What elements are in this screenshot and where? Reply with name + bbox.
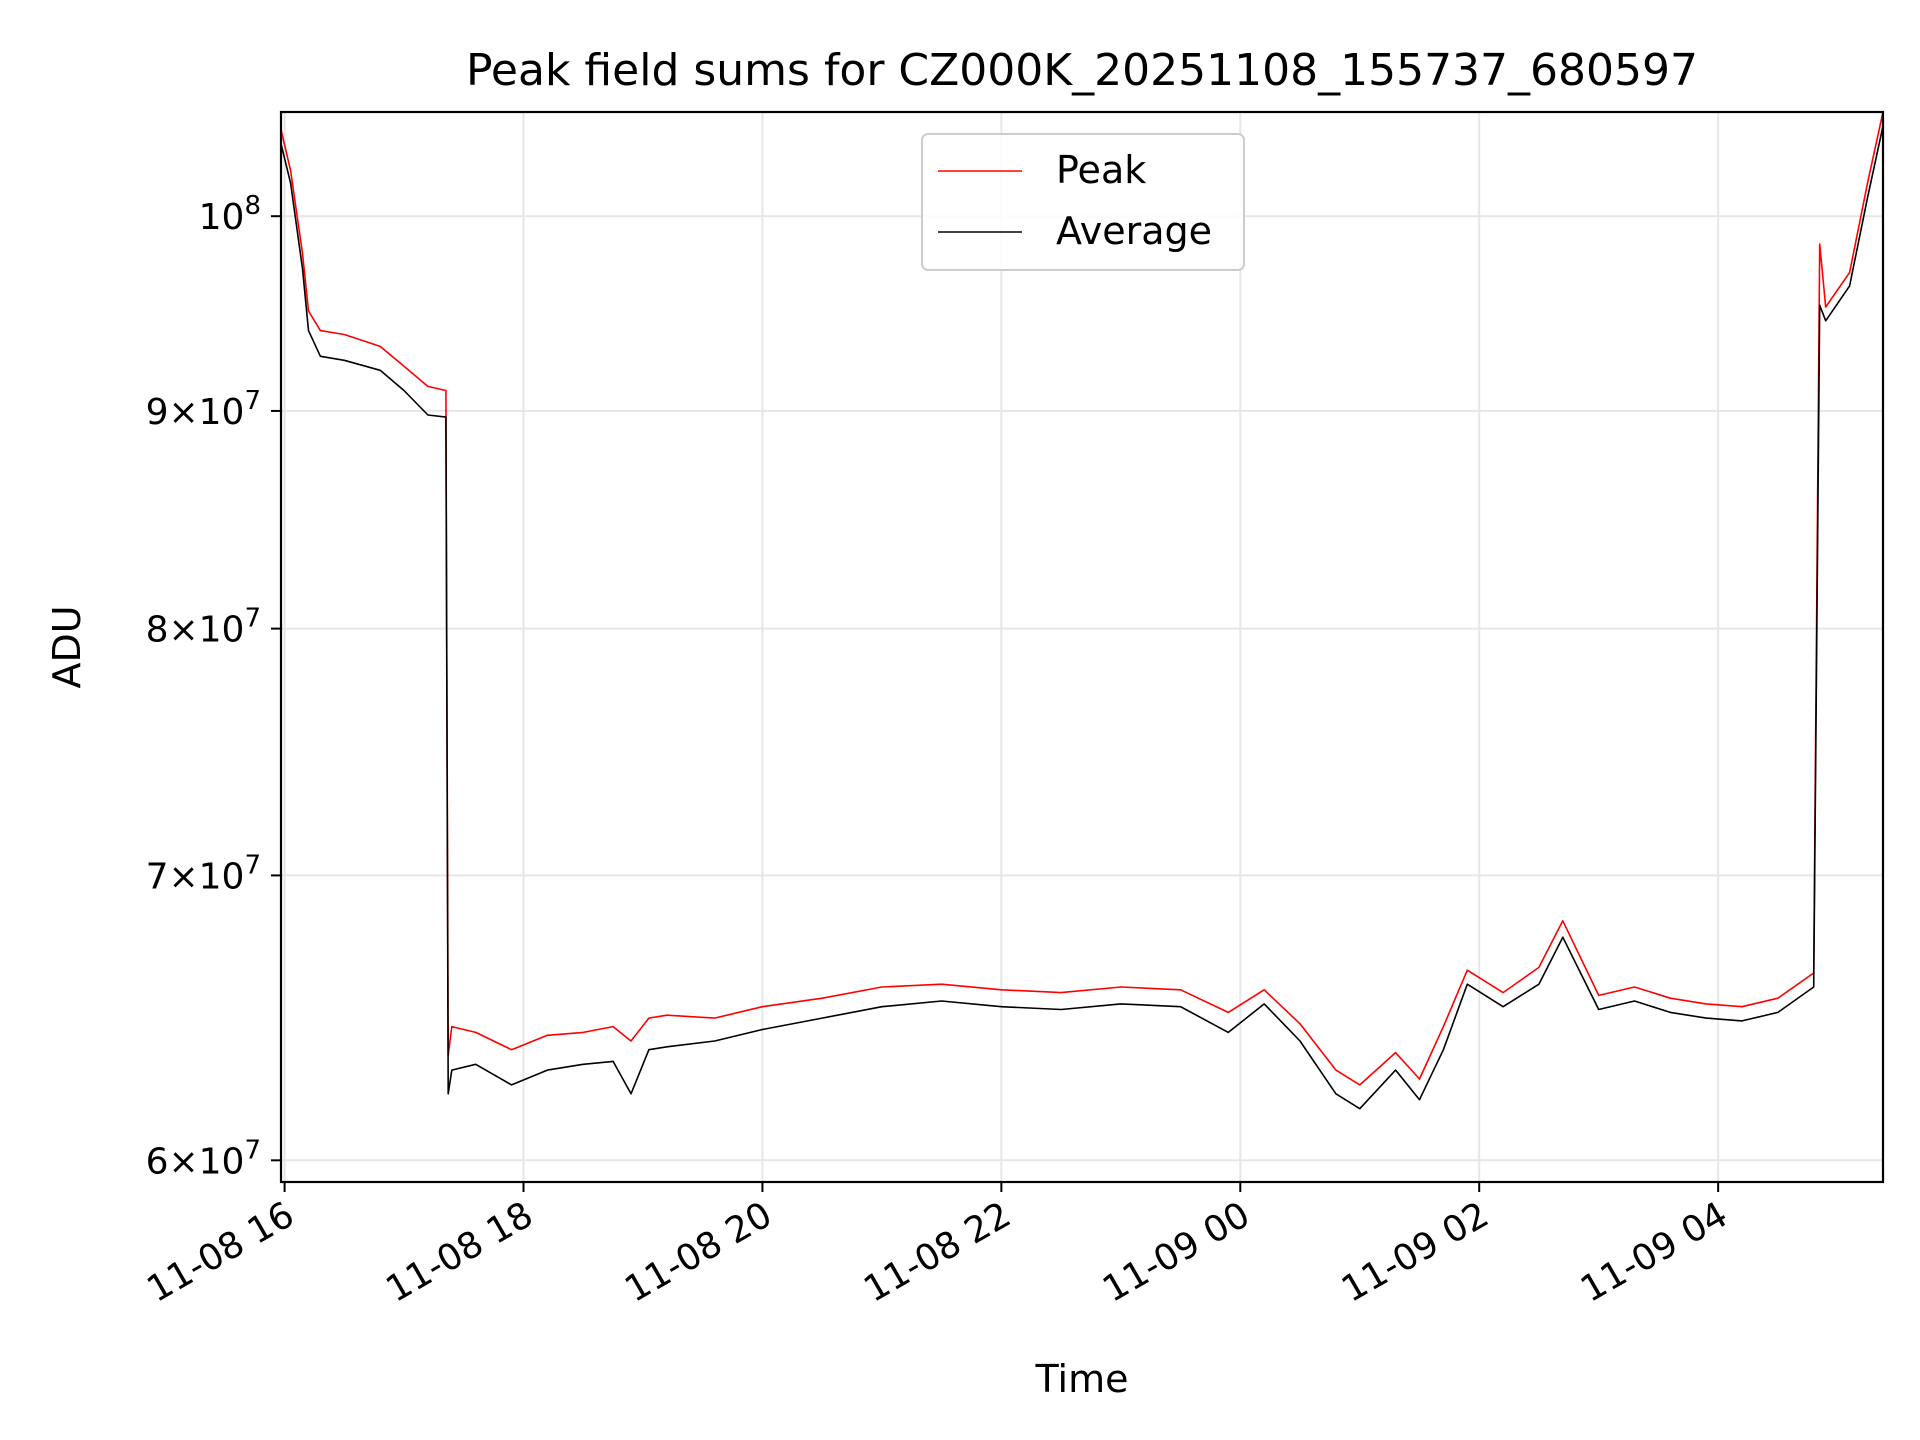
legend-label-peak: Peak xyxy=(1056,148,1146,192)
y-tick-base: 10 xyxy=(199,197,245,238)
legend-label-average: Average xyxy=(1056,209,1212,253)
y-tick-times: × xyxy=(168,1141,198,1182)
series-line-peak xyxy=(281,112,1883,1086)
x-axis-label: Time xyxy=(1035,1357,1129,1401)
y-tick-exponent: 7 xyxy=(244,386,261,416)
y-tick-exponent: 7 xyxy=(244,1135,261,1165)
y-tick-label: 6×107 xyxy=(146,1135,261,1182)
y-tick-exponent: 7 xyxy=(244,850,261,880)
y-tick-label: 9×107 xyxy=(146,386,261,433)
y-tick-base: 10 xyxy=(199,610,245,651)
y-tick-label: 108 xyxy=(199,191,261,238)
grid xyxy=(281,112,1883,1182)
y-tick-mantissa: 6 xyxy=(146,1141,169,1182)
x-axis: 11-08 16 11-08 18 11-08 20 11-08 22 11-09 00… xyxy=(140,1182,1735,1311)
legend: Peak Average xyxy=(921,133,1245,271)
y-axis-label: ADU xyxy=(45,605,89,688)
legend-box xyxy=(921,133,1245,271)
x-tick-label: 11-08 22 xyxy=(857,1194,1018,1310)
x-tick-label: 11-09 02 xyxy=(1335,1194,1496,1310)
y-tick-mantissa: 8 xyxy=(146,610,169,651)
x-tick-label: 11-09 00 xyxy=(1096,1194,1257,1310)
x-tick-label: 11-08 18 xyxy=(379,1194,540,1310)
x-tick-label: 11-08 16 xyxy=(140,1194,301,1310)
chart-title: Peak field sums for CZ000K_20251108_1557… xyxy=(466,45,1698,96)
x-tick-label: 11-08 20 xyxy=(618,1194,779,1310)
y-tick-times: × xyxy=(168,856,198,897)
y-tick-times: × xyxy=(168,610,198,651)
y-tick-mantissa: 9 xyxy=(146,392,169,433)
x-tick-label: 11-09 04 xyxy=(1574,1194,1735,1310)
plot-frame xyxy=(279,110,1885,1184)
y-tick-mantissa: 7 xyxy=(146,856,169,897)
y-tick-base: 10 xyxy=(199,1141,245,1182)
plot-area xyxy=(281,112,1883,1110)
series-line-average xyxy=(281,125,1883,1110)
y-tick-label: 7×107 xyxy=(146,850,261,897)
y-tick-exponent: 8 xyxy=(244,191,261,221)
y-tick-times: × xyxy=(168,392,198,433)
y-tick-base: 10 xyxy=(199,856,245,897)
y-tick-base: 10 xyxy=(199,392,245,433)
y-tick-exponent: 7 xyxy=(244,604,261,634)
y-tick-label: 8×107 xyxy=(146,604,261,651)
